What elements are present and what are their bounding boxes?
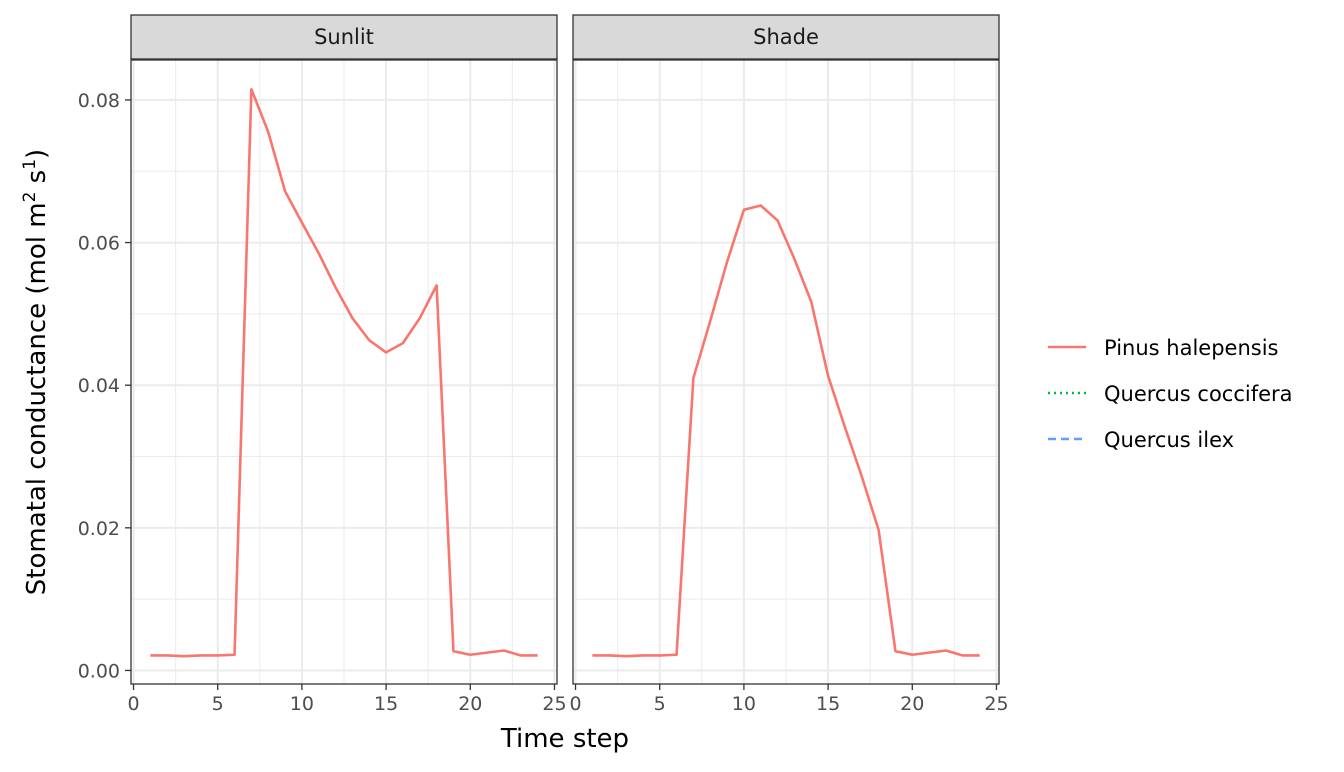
series-line-pinus-halepensis <box>592 204 980 658</box>
x-tick-label: 0 <box>127 693 139 715</box>
x-axis-title: Time step <box>500 724 629 754</box>
facet-strip-label: Shade <box>753 25 819 49</box>
x-tick-label: 5 <box>212 693 224 715</box>
y-axis-title-main: Stomatal conductance (mol m <box>22 202 52 595</box>
y-tick-label: 0.04 <box>78 375 120 397</box>
x-tick-label: 15 <box>816 693 840 715</box>
y-axis-title-end: ) <box>22 149 52 159</box>
y-tick-label: 0.06 <box>78 233 120 255</box>
facet-strip <box>130 14 558 60</box>
panel-border <box>572 59 1000 685</box>
y-axis-title-sup1: 2 <box>20 192 40 203</box>
y-tick-label: 0.08 <box>78 90 120 112</box>
x-tick-label: 5 <box>654 693 666 715</box>
legend-item-quercus-coccifera: Quercus coccifera <box>1048 382 1293 406</box>
legend-label: Quercus coccifera <box>1104 382 1293 406</box>
x-tick-label: 25 <box>542 693 566 715</box>
x-tick-label: 15 <box>374 693 398 715</box>
legend: Pinus halepensis Quercus coccifera Quercus… <box>1048 336 1293 452</box>
x-tick-label: 10 <box>290 693 314 715</box>
y-axis-title-mid: s <box>22 170 52 192</box>
panels-layer: Sunlit Shade <box>130 14 1000 685</box>
y-tick-label: 0.02 <box>78 518 120 540</box>
facet-strip <box>572 14 1000 60</box>
x-tick-label: 20 <box>458 693 482 715</box>
legend-label: Pinus halepensis <box>1104 336 1278 360</box>
x-tick-label: 10 <box>732 693 756 715</box>
y-axis-title-sup2: 1 <box>20 159 40 170</box>
axes-layer: 0 5 10 15 20 25 0 5 10 15 20 250.000.020.040.060.08 <box>78 90 1009 715</box>
series-line-pinus-halepensis <box>150 87 538 658</box>
legend-item-pinus-halepensis: Pinus halepensis <box>1048 336 1278 360</box>
y-axis-title: Stomatal conductance (mol m2 s1) <box>20 149 52 595</box>
panel-border <box>130 59 558 685</box>
y-tick-label: 0.00 <box>78 660 120 682</box>
x-tick-label: 25 <box>984 693 1008 715</box>
x-tick-label: 0 <box>569 693 581 715</box>
facet-panel-shade: Shade <box>572 14 1000 685</box>
facet-panel-sunlit: Sunlit <box>130 14 558 685</box>
legend-item-quercus-ilex: Quercus ilex <box>1048 428 1234 452</box>
x-tick-label: 20 <box>900 693 924 715</box>
legend-label: Quercus ilex <box>1104 428 1234 452</box>
facet-strip-label: Sunlit <box>314 25 374 49</box>
